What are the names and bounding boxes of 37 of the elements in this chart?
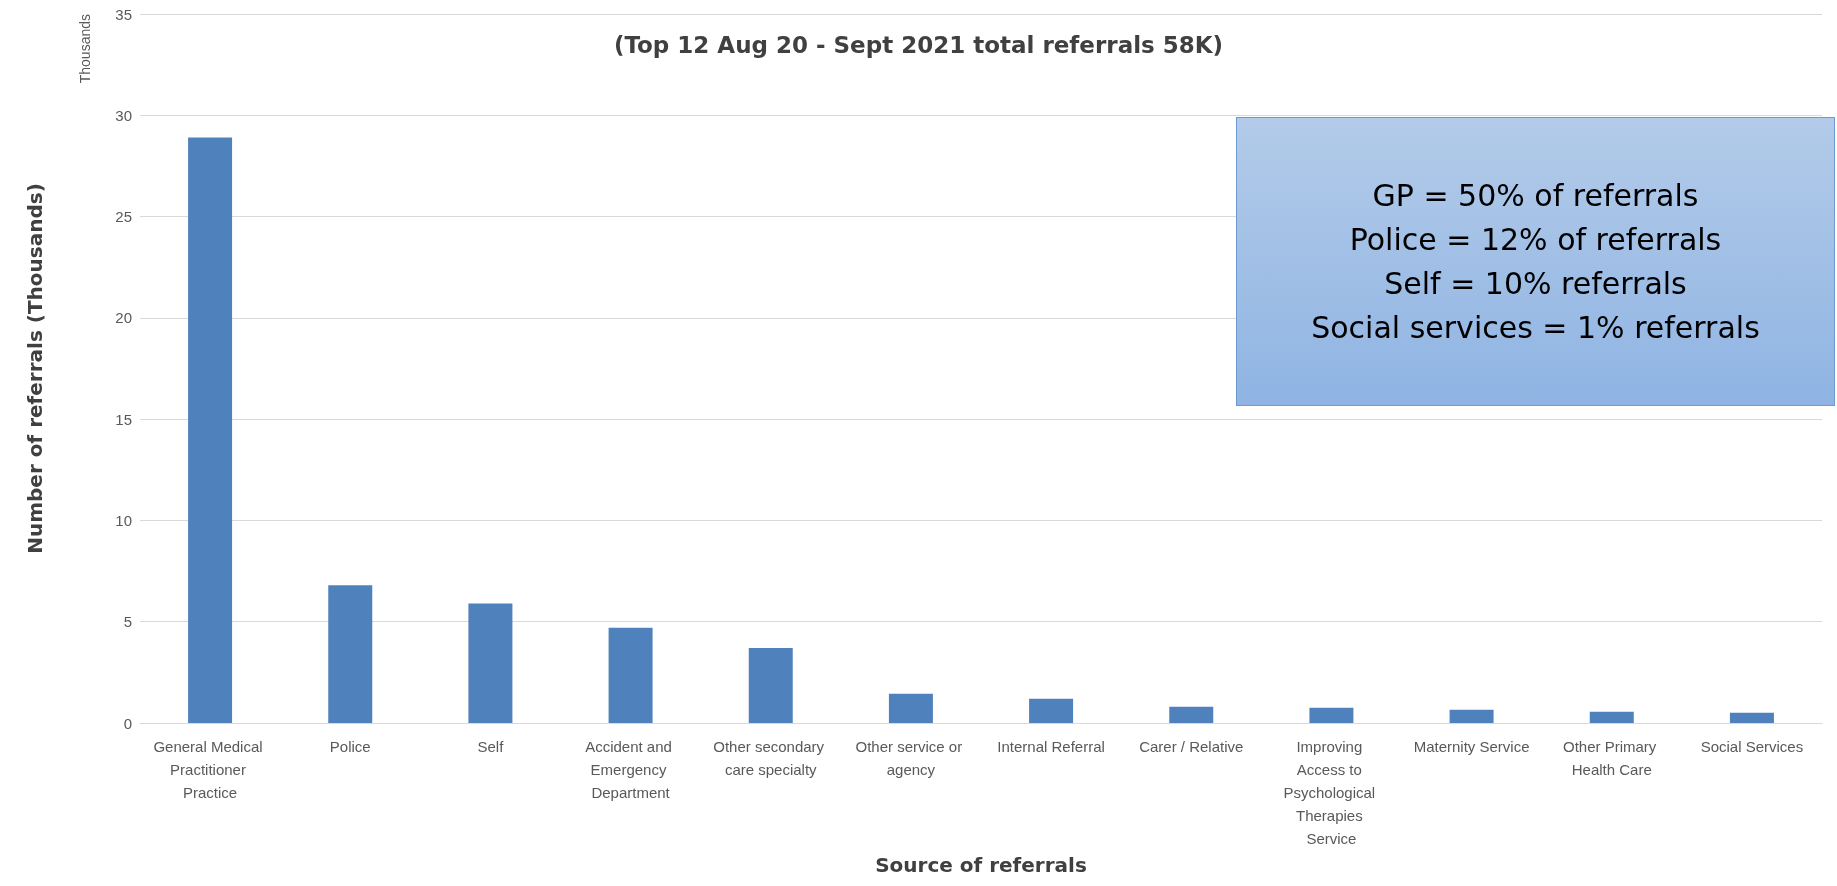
x-tick-label: Other Primary Health Care: [1562, 738, 1661, 778]
x-axis-title: Source of referrals: [875, 853, 1087, 877]
y-tick-label: 25: [115, 208, 132, 226]
bar: [188, 137, 233, 723]
bar: [1449, 709, 1494, 723]
x-tick-label: Social Services: [1700, 738, 1804, 755]
x-tick-label: Carer / Relative: [1139, 738, 1244, 755]
y-tick-label: 30: [115, 106, 132, 124]
x-tick-label: General Medical Practitioner Practice: [153, 738, 267, 801]
y-tick-label: 20: [115, 309, 132, 327]
bar: [1729, 712, 1774, 723]
bar: [1589, 711, 1634, 723]
y-tick-label: 35: [115, 5, 132, 23]
x-tick-label: Self: [477, 738, 505, 755]
bar: [748, 648, 793, 723]
bar: [328, 585, 373, 723]
y-tick-label: 0: [123, 714, 132, 732]
bar: [468, 603, 513, 723]
bar: [1169, 706, 1214, 723]
text: (Top 12 Aug 20 - Sept 2021 total referrals 58K): [613, 31, 1224, 58]
text: Thousands: [77, 13, 93, 84]
bar: [888, 693, 933, 723]
bar: [1029, 698, 1074, 723]
bar: [608, 627, 653, 723]
y-tick-label: 15: [115, 410, 132, 428]
y-axis-title: Number of referrals (Thousands): [23, 183, 47, 554]
x-tick-label: Maternity Service: [1413, 738, 1530, 755]
x-tick-label: Internal Referral: [997, 738, 1105, 755]
y-tick-label: 10: [115, 511, 132, 529]
y-tick-label: 5: [123, 613, 132, 631]
note-box: GP = 50% of referrals Police = 12% of referrals Self = 10% referrals Social services = 1% referrals: [1236, 117, 1835, 406]
x-tick-label: Other service or agency: [855, 738, 967, 778]
x-tick-label: Other secondary care specialty: [713, 738, 829, 778]
x-tick-label: Police: [329, 738, 371, 755]
bar: [1309, 707, 1354, 723]
x-tick-label: Accident and Emergency Department: [585, 738, 677, 801]
x-tick-label: Improving Access to Psychological Therapies Service: [1283, 738, 1380, 847]
